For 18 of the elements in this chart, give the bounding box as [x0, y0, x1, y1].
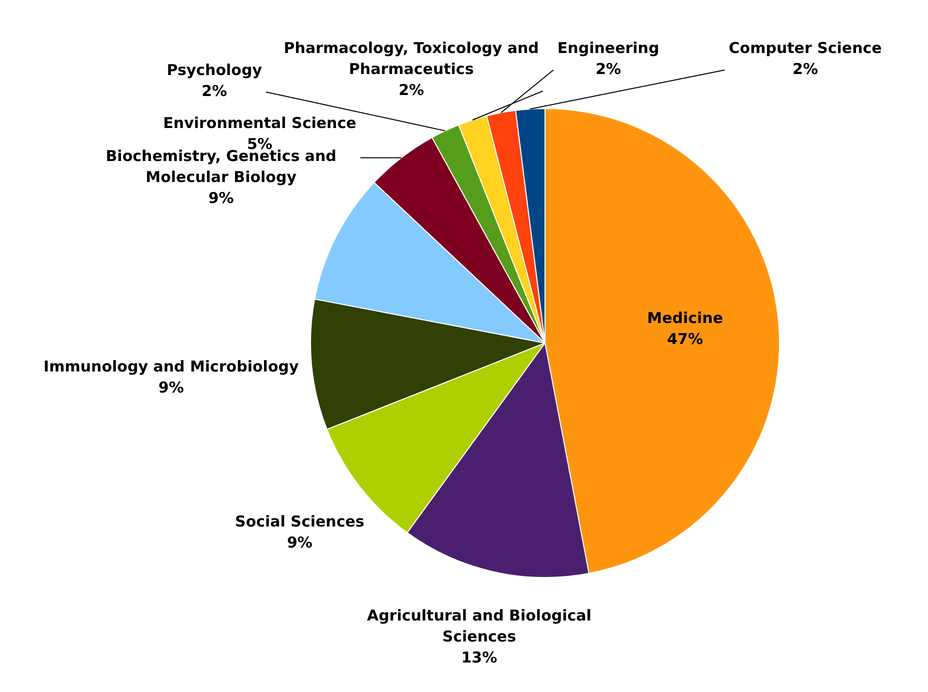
data-label: 9% — [208, 188, 234, 207]
slice-label: Immunology and Microbiology — [43, 358, 299, 376]
slice-label: Computer Science — [728, 38, 882, 57]
data-label: 2% — [202, 82, 228, 100]
slice-label: Engineering — [557, 38, 660, 57]
data-label: 2% — [398, 80, 424, 99]
slice-label: Environmental Science — [163, 114, 356, 132]
data-label: 9% — [158, 378, 184, 397]
slice-label: Social Sciences — [235, 512, 364, 531]
data-label: 2% — [596, 60, 622, 78]
slice-label: Pharmacology, Toxicology and Pharmaceutics — [284, 38, 539, 78]
slice-label: Agricultural and Biological Sciences — [366, 606, 592, 646]
slice-label: Medicine — [647, 309, 724, 328]
data-label: 2% — [792, 60, 818, 78]
data-label: 13% — [461, 648, 498, 666]
data-label: 9% — [286, 534, 312, 552]
data-label: 47% — [667, 330, 704, 348]
slice-label: Psychology — [166, 60, 262, 79]
